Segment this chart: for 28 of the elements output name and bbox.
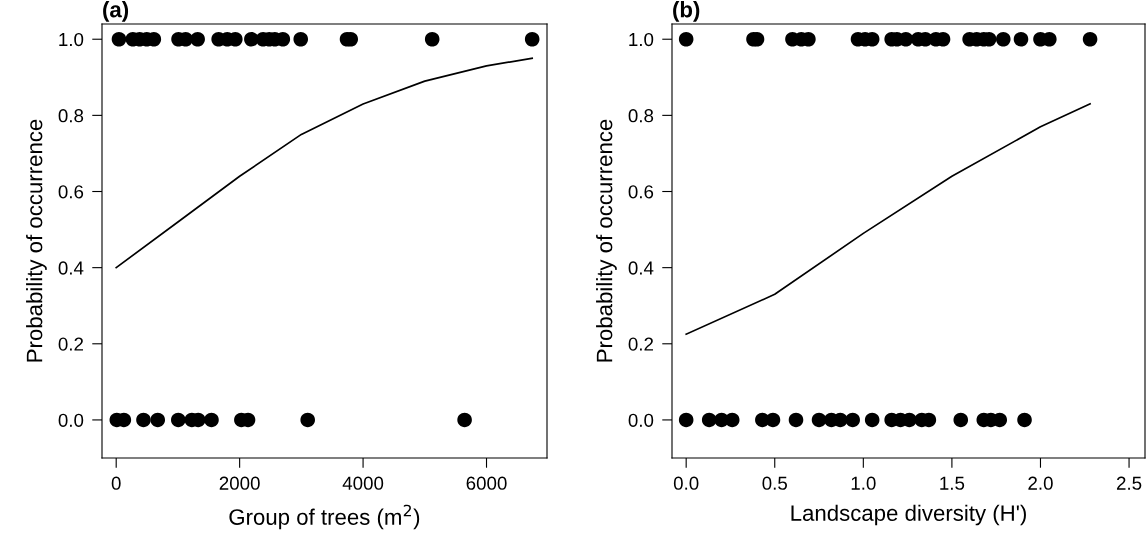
y-tick-label: 0.6 [58,185,84,199]
y-tick-label: 0.0 [628,413,654,427]
x-tick-label: 6000 [466,476,507,490]
x-tick-label: 0 [111,476,121,490]
y-tick-label: 1.0 [629,32,654,47]
y-tick-label: 1.0 [59,32,84,47]
x-tick-label: 2.5 [1116,476,1142,490]
x-tick-label: 1.5 [940,476,965,490]
y-tick-label: 0.8 [628,109,654,123]
x-axis-title: Landscape diversity (H') [791,504,1026,526]
text: (a) [103,1,129,22]
y-tick-label: 0.8 [58,109,84,123]
x-axis-title: Group of trees (m$^{2}$) [229,504,420,530]
y-tick-label: 0.6 [628,185,654,199]
y-tick-label: 0.2 [58,337,84,351]
y-tick-label: 0.2 [628,337,654,351]
x-tick-label: 4000 [342,476,384,490]
y-tick-label: 0.4 [628,261,654,275]
text: (b) [673,1,700,22]
x-tick-label: 0.0 [673,476,699,490]
y-axis-title: Probability of occurrence [26,119,47,362]
x-tick-label: 0.5 [762,476,787,490]
y-axis-title: Probability of occurrence [596,119,617,362]
x-tick-label: 1.0 [851,476,876,490]
y-tick-label: 0.0 [58,413,84,427]
y-tick-label: 0.4 [58,261,84,275]
x-tick-label: 2000 [219,476,260,490]
x-tick-label: 2.0 [1028,476,1053,490]
